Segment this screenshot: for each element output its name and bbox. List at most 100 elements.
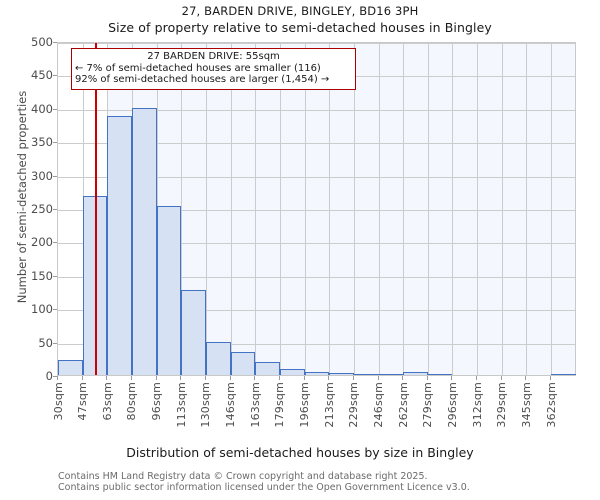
y-axis-tick-mark xyxy=(53,142,57,144)
x-axis-tick-label: 229sqm xyxy=(347,382,361,428)
x-axis-tick-mark xyxy=(500,376,502,380)
y-axis-ticks: 0 50 100 150 200 250 300 350 400 450 500 xyxy=(3,0,53,500)
x-axis-tick-mark xyxy=(402,376,404,380)
x-axis-tick-label: 96sqm xyxy=(150,382,164,421)
x-axis-tick-label: 279sqm xyxy=(421,382,435,428)
y-axis-tick-mark xyxy=(53,75,57,77)
x-axis-label: Distribution of semi-detached houses by … xyxy=(126,445,474,460)
y-axis-tick-label: 0 xyxy=(45,369,53,383)
y-axis-tick-label: 200 xyxy=(31,235,53,250)
gridline-vertical xyxy=(501,43,503,375)
plot-area: 27 BARDEN DRIVE: 55sqm ← 7% of semi-deta… xyxy=(57,42,576,376)
gridline-vertical xyxy=(230,43,232,375)
histogram-bar xyxy=(279,369,305,375)
gridline-vertical xyxy=(304,43,306,375)
gridline-vertical xyxy=(477,43,479,375)
x-axis-tick-mark xyxy=(106,376,108,380)
x-axis-tick-mark xyxy=(303,376,305,380)
x-axis-tick-label: 63sqm xyxy=(100,382,114,421)
histogram-bar xyxy=(353,373,379,375)
gridline-horizontal xyxy=(58,276,575,278)
x-axis-tick-label: 262sqm xyxy=(396,382,410,428)
histogram-bar xyxy=(378,373,404,375)
x-axis-tick-label: 329sqm xyxy=(495,382,509,428)
gridline-horizontal xyxy=(58,176,575,178)
gridline-vertical xyxy=(255,43,257,375)
y-axis-tick-label: 50 xyxy=(38,335,53,350)
page-title: 27, BARDEN DRIVE, BINGLEY, BD16 3PH xyxy=(181,4,419,18)
y-axis-tick-mark xyxy=(53,309,57,311)
x-axis-tick-mark xyxy=(57,376,58,380)
annotation-line-1: 27 BARDEN DRIVE: 55sqm xyxy=(147,51,280,62)
histogram-bar xyxy=(82,195,108,375)
y-axis-tick-label: 350 xyxy=(31,135,53,150)
x-axis-tick-mark xyxy=(81,376,83,380)
gridline-horizontal xyxy=(58,109,575,111)
y-axis-label: Number of semi-detached properties xyxy=(15,90,29,304)
gridline-vertical xyxy=(181,43,183,375)
x-axis-tick-label: 179sqm xyxy=(273,382,287,428)
histogram-bar xyxy=(58,360,83,375)
x-axis-tick-mark xyxy=(426,376,428,380)
gridline-vertical xyxy=(427,43,429,375)
y-axis-tick-label: 150 xyxy=(31,268,53,283)
x-axis-tick-label: 196sqm xyxy=(298,382,312,428)
y-axis-tick-label: 500 xyxy=(31,35,53,49)
y-axis-tick-label: 250 xyxy=(31,202,53,216)
histogram-bar xyxy=(131,107,157,375)
x-axis-tick-label: 345sqm xyxy=(519,382,533,428)
histogram-bar xyxy=(255,361,280,375)
x-axis-tick-label: 312sqm xyxy=(470,382,484,428)
gridline-vertical xyxy=(205,43,207,375)
gridline-horizontal xyxy=(58,310,575,312)
histogram-bar xyxy=(205,342,231,375)
y-axis-tick-label: 100 xyxy=(31,302,53,317)
x-axis-tick-mark xyxy=(451,376,453,380)
histogram-bar xyxy=(329,373,354,375)
x-axis-tick-mark xyxy=(476,376,478,380)
gridline-vertical xyxy=(526,43,528,375)
x-axis-tick-mark xyxy=(254,376,256,380)
histogram-bar xyxy=(230,351,256,375)
x-axis-tick-label: 163sqm xyxy=(248,382,262,428)
y-axis-tick-mark xyxy=(53,342,57,344)
gridline-vertical xyxy=(551,43,553,375)
x-axis-tick-label: 113sqm xyxy=(174,382,188,428)
gridline-horizontal xyxy=(58,343,575,345)
histogram-bar xyxy=(304,371,330,375)
histogram-bar xyxy=(107,116,132,375)
annotation-line-3: 92% of semi-detached houses are larger (… xyxy=(75,74,330,86)
x-axis-tick-label: 296sqm xyxy=(445,382,459,428)
x-axis-tick-mark xyxy=(352,376,354,380)
x-axis-tick-mark xyxy=(204,376,206,380)
footer-attribution: Contains HM Land Registry data © Crown c… xyxy=(58,471,598,493)
gridline-horizontal xyxy=(58,243,575,245)
x-axis-tick-label: 30sqm xyxy=(51,382,65,421)
y-axis-tick-mark xyxy=(53,42,57,43)
y-axis-tick-mark xyxy=(53,108,57,110)
x-axis-tick-label: 80sqm xyxy=(125,382,139,421)
footer-line-2: Contains public sector information licen… xyxy=(58,482,470,493)
y-axis-tick-label: 450 xyxy=(31,68,53,83)
gridline-vertical xyxy=(378,43,380,375)
gridline-vertical xyxy=(353,43,355,375)
gridline-vertical xyxy=(452,43,454,375)
x-axis-tick-mark xyxy=(180,376,182,380)
gridline-vertical xyxy=(329,43,331,375)
y-axis-tick-label: 300 xyxy=(31,168,53,183)
histogram-bar xyxy=(551,373,576,375)
x-axis-tick-label: 246sqm xyxy=(372,382,386,428)
gridline-vertical xyxy=(279,43,281,375)
x-axis-tick-label: 213sqm xyxy=(322,382,336,428)
y-axis-tick-mark xyxy=(53,376,57,377)
histogram-bar xyxy=(156,206,182,375)
gridline-horizontal xyxy=(58,43,575,44)
histogram-bar xyxy=(427,373,453,375)
y-axis-tick-label: 400 xyxy=(31,101,53,116)
annotation-line-2: ← 7% of semi-detached houses are smaller… xyxy=(75,62,321,74)
y-axis-tick-mark xyxy=(53,242,57,244)
property-marker-line xyxy=(95,43,98,375)
x-axis-tick-mark xyxy=(155,376,157,380)
gridline-horizontal xyxy=(58,143,575,145)
